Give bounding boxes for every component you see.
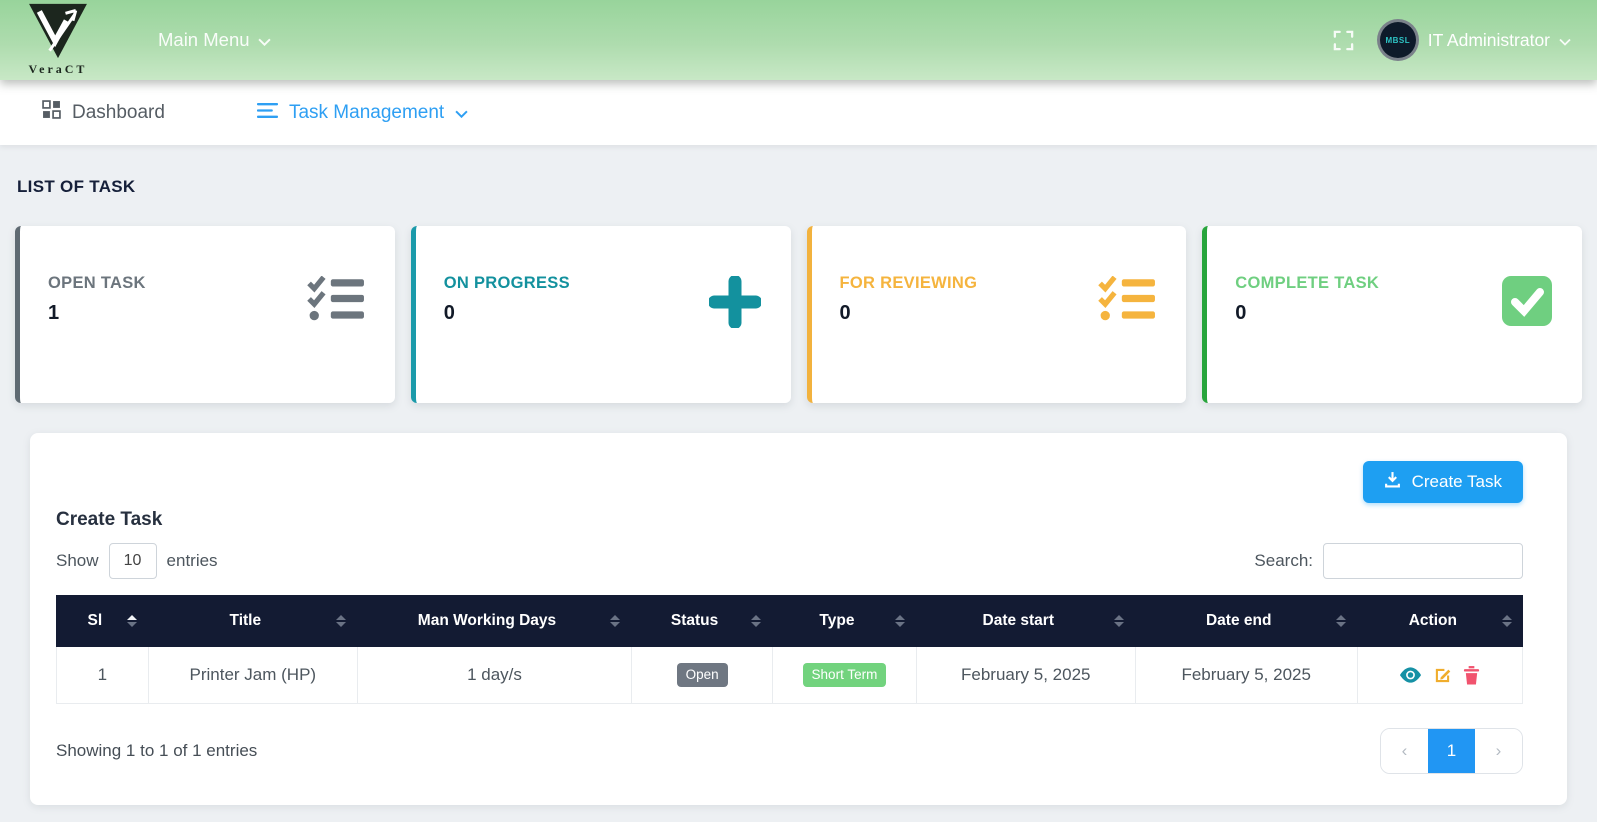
task-table: Sl Title Man Working Days Status Type Da… — [56, 595, 1523, 704]
pagination-page-1[interactable]: 1 — [1428, 729, 1475, 773]
page-length-control: Show entries — [56, 543, 218, 579]
stat-value: 0 — [839, 302, 851, 324]
avatar: MBSL — [1376, 19, 1419, 61]
stat-value: 1 — [48, 302, 60, 324]
avatar-label: MBSL — [1385, 35, 1411, 45]
main-content: LIST OF TASK OPEN TASK 1 ON PROGR — [0, 177, 1597, 805]
chevron-down-icon — [455, 102, 468, 124]
create-task-button-label: Create Task — [1411, 472, 1502, 491]
brand-name: VeraCT — [28, 62, 88, 76]
stat-label: OPEN TASK — [48, 274, 146, 292]
cell-sl: 1 — [56, 647, 148, 704]
stat-card-on-progress: ON PROGRESS 0 — [410, 226, 791, 403]
secondary-nav: Dashboard Task Management — [0, 80, 1597, 145]
cell-date-end: February 5, 2025 — [1134, 647, 1357, 704]
header-right: MBSL IT Administrator — [1332, 19, 1571, 61]
column-header-status[interactable]: Status — [631, 595, 773, 647]
chevron-down-icon — [257, 29, 271, 51]
status-badge: Open — [676, 663, 728, 687]
cell-title: Printer Jam (HP) — [147, 647, 357, 704]
user-name: IT Administrator — [1427, 29, 1550, 50]
task-list-panel: Create Task Create Task Show entries Sea… — [30, 433, 1567, 805]
stat-value: 0 — [1235, 302, 1247, 324]
sort-icon — [610, 615, 621, 627]
page-length-input[interactable] — [108, 543, 157, 579]
stat-label: COMPLETE TASK — [1235, 274, 1380, 292]
entries-label: entries — [166, 551, 218, 570]
stat-card-open-task: OPEN TASK 1 — [15, 226, 395, 403]
cell-type: Short Term — [772, 647, 916, 704]
sort-icon — [126, 615, 137, 627]
pagination-next-button[interactable]: › — [1475, 729, 1522, 773]
app-header: VeraCT Main Menu MBSL IT Administrator — [0, 0, 1597, 80]
stat-card-complete-task: COMPLETE TASK 0 — [1202, 226, 1582, 403]
tasks-icon — [1098, 275, 1156, 329]
sort-icon — [1502, 615, 1512, 627]
sort-icon — [1113, 615, 1124, 627]
create-task-button[interactable]: Create Task — [1362, 461, 1523, 503]
type-badge: Short Term — [802, 663, 887, 687]
sort-icon — [751, 615, 762, 627]
brand-logo[interactable]: VeraCT — [20, 3, 96, 77]
table-info: Showing 1 to 1 of 1 entries — [56, 741, 258, 760]
column-header-action[interactable]: Action — [1356, 595, 1523, 647]
column-header-date-start[interactable]: Date start — [915, 595, 1135, 647]
sort-icon — [894, 615, 905, 627]
column-header-title[interactable]: Title — [147, 595, 357, 647]
download-icon — [1384, 471, 1401, 493]
stat-label: ON PROGRESS — [443, 274, 570, 292]
chevron-down-icon — [1559, 30, 1571, 51]
stat-card-for-reviewing: FOR REVIEWING 0 — [806, 226, 1187, 403]
main-menu-label: Main Menu — [158, 29, 250, 50]
cell-man-working-days: 1 day/s — [356, 647, 632, 704]
cell-date-start: February 5, 2025 — [915, 647, 1135, 704]
show-label: Show — [56, 551, 99, 570]
edit-icon[interactable] — [1433, 666, 1452, 685]
list-lines-icon — [256, 102, 279, 124]
nav-item-dashboard[interactable]: Dashboard — [42, 100, 165, 125]
panel-heading: Create Task — [56, 509, 163, 530]
nav-dashboard-label: Dashboard — [72, 101, 165, 123]
nav-task-management-label: Task Management — [288, 101, 445, 123]
column-header-sl[interactable]: Sl — [56, 595, 148, 647]
page-title: LIST OF TASK — [17, 177, 136, 196]
pagination-prev-button[interactable]: ‹ — [1381, 729, 1428, 773]
view-icon[interactable] — [1399, 667, 1422, 683]
pagination: ‹ 1 › — [1380, 728, 1523, 774]
cell-status: Open — [631, 647, 773, 704]
column-header-type[interactable]: Type — [772, 595, 916, 647]
tasks-icon — [306, 275, 365, 329]
stats-row: OPEN TASK 1 ON PROGRESS 0 — [15, 226, 1582, 403]
trash-icon[interactable] — [1463, 665, 1480, 685]
check-square-icon — [1502, 276, 1552, 331]
sort-icon — [1335, 615, 1346, 627]
main-menu-dropdown[interactable]: Main Menu — [158, 29, 271, 51]
fullscreen-icon[interactable] — [1332, 29, 1355, 52]
plus-icon — [707, 274, 762, 333]
column-header-man-working-days[interactable]: Man Working Days — [356, 595, 632, 647]
search-label: Search: — [1254, 551, 1313, 570]
veract-logo-icon — [27, 3, 89, 64]
table-row: 1 Printer Jam (HP) 1 day/s Open Short Te… — [56, 647, 1523, 704]
cell-action — [1356, 647, 1523, 704]
search-control: Search: — [1254, 543, 1523, 579]
column-header-date-end[interactable]: Date end — [1134, 595, 1357, 647]
stat-label: FOR REVIEWING — [839, 274, 978, 292]
stat-value: 0 — [443, 302, 455, 324]
sort-icon — [335, 615, 346, 627]
nav-item-task-management[interactable]: Task Management — [256, 101, 468, 124]
search-input[interactable] — [1323, 543, 1523, 579]
user-menu-dropdown[interactable]: MBSL IT Administrator — [1376, 19, 1571, 61]
grid-icon — [42, 100, 61, 125]
